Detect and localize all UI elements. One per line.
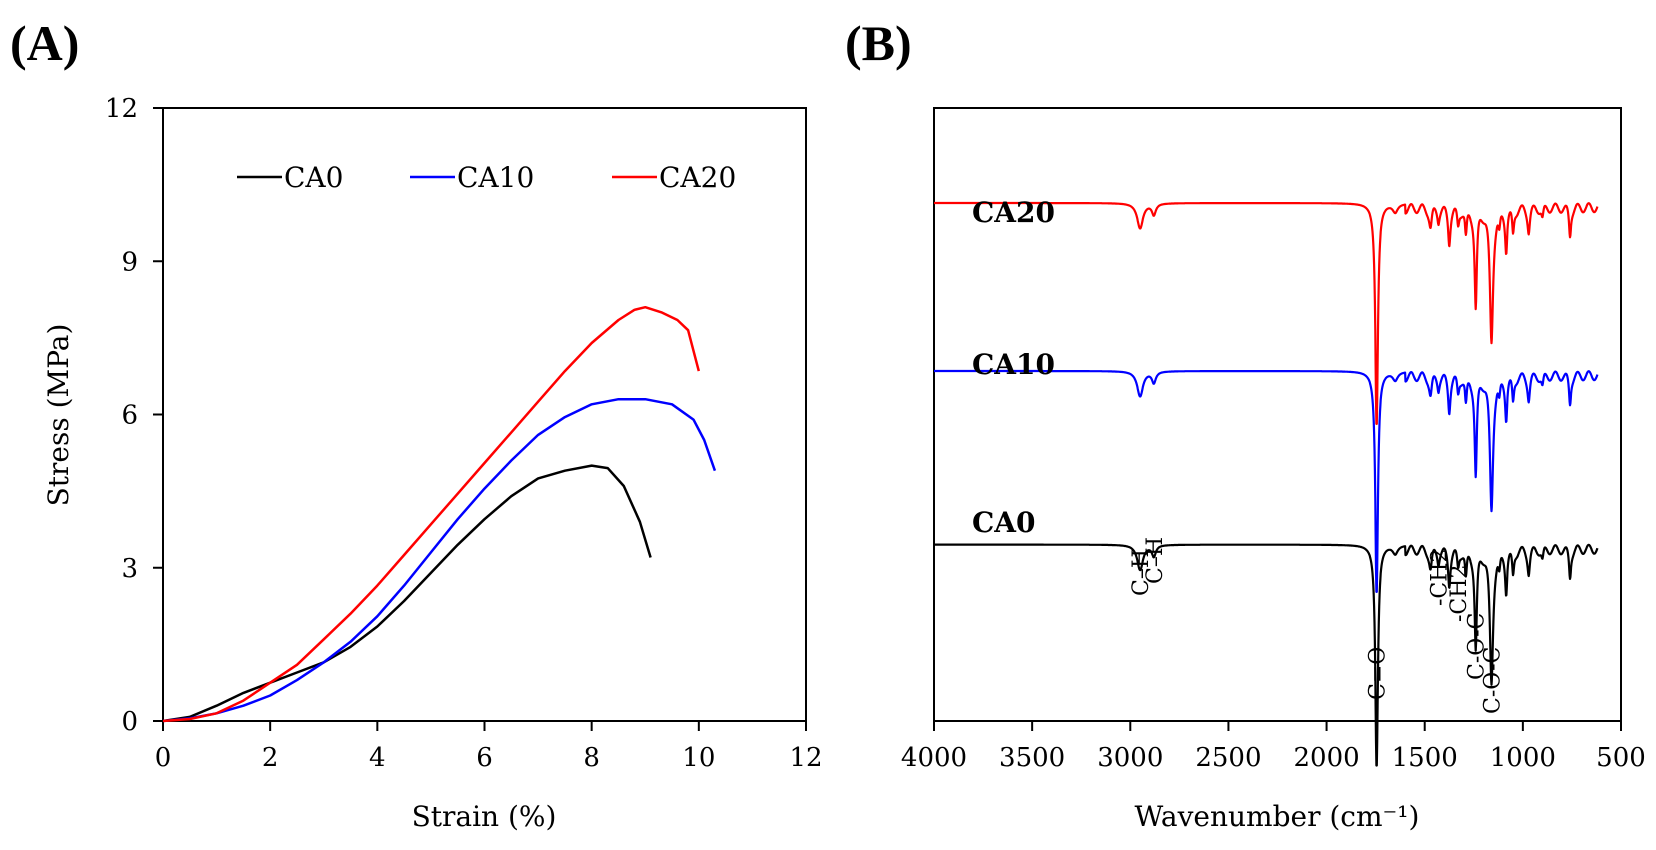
legend-label-ca0: CA0 bbox=[284, 161, 343, 194]
series-label-ca20: CA20 bbox=[972, 196, 1055, 229]
panel-b-x-tick-label: 2000 bbox=[1293, 743, 1359, 773]
panel-b-x-tick-label: 3000 bbox=[1097, 743, 1163, 773]
panel-a-x-tick-label: 8 bbox=[583, 743, 600, 773]
series-line-ca0 bbox=[162, 464, 652, 723]
panel-b-plot-frame bbox=[933, 107, 1622, 722]
legend-label-ca10: CA10 bbox=[457, 161, 534, 194]
panel-a-x-tick-label: 10 bbox=[682, 743, 715, 773]
spectrum-ca20 bbox=[933, 201, 1599, 425]
panel-a-x-tick-label: 6 bbox=[476, 743, 493, 773]
panel-b-x-tick-label: 4000 bbox=[901, 743, 967, 773]
peak-annotation: C=O bbox=[1366, 647, 1391, 700]
panel-a-y-tick-label: 12 bbox=[105, 94, 138, 124]
panel-a-x-axis-title: Strain (%) bbox=[412, 800, 557, 833]
series-line-ca20 bbox=[162, 305, 701, 723]
legend-label-ca20: CA20 bbox=[659, 161, 736, 194]
panel-a-y-tick-label: 3 bbox=[121, 554, 138, 584]
panel-a-y-tick-label: 9 bbox=[121, 247, 138, 277]
peak-annotation: C–H bbox=[1129, 549, 1154, 596]
panel-b-x-tick-label: 1000 bbox=[1490, 743, 1556, 773]
series-line-ca10 bbox=[162, 397, 717, 723]
peak-annotation: C-O-C bbox=[1481, 647, 1506, 714]
series-label-ca0: CA0 bbox=[972, 506, 1036, 539]
panel-a-y-axis-title: Stress (MPa) bbox=[42, 324, 75, 507]
spectrum-ca0 bbox=[933, 543, 1599, 767]
panel-b-x-tick-label: 2500 bbox=[1195, 743, 1261, 773]
panel-a-x-tick-label: 12 bbox=[789, 743, 822, 773]
panel-a-y-tick-label: 6 bbox=[121, 401, 138, 431]
peak-annotation: C-O-C bbox=[1465, 613, 1490, 680]
peak-annotation: -CH2 bbox=[1447, 565, 1472, 622]
panel-a-x-tick-label: 4 bbox=[369, 743, 386, 773]
panel-a-plot-frame bbox=[162, 107, 807, 722]
panel-b-x-tick-label: 1500 bbox=[1392, 743, 1458, 773]
panel-a-x-tick-label: 0 bbox=[155, 743, 172, 773]
series-label-ca10: CA10 bbox=[972, 348, 1055, 381]
panel-b-x-tick-label: 3500 bbox=[999, 743, 1065, 773]
panel-b-x-tick-label: 500 bbox=[1596, 743, 1646, 773]
panel-b-x-axis-title: Wavenumber (cm⁻¹) bbox=[1135, 800, 1420, 833]
panel-a-label: (A) bbox=[10, 15, 79, 71]
peak-annotation: -CH2 bbox=[1428, 549, 1453, 606]
panel-a-x-tick-label: 2 bbox=[262, 743, 279, 773]
spectrum-ca10 bbox=[933, 369, 1599, 593]
peak-annotation: C–H bbox=[1143, 537, 1168, 584]
panel-b-label: (B) bbox=[845, 15, 912, 71]
panel-a-y-tick-label: 0 bbox=[121, 707, 138, 737]
